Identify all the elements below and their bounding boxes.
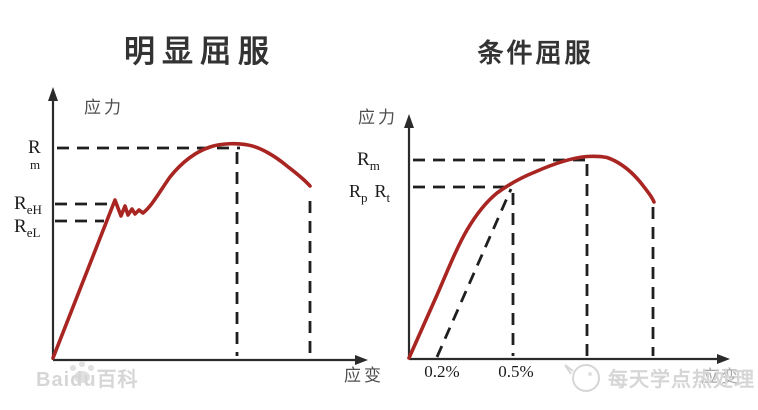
left-y-axis-arrow-icon [48,87,58,101]
left-rm-base: R [28,137,41,158]
right-rm-label: Rm [357,150,380,172]
left-reh-base: R [14,193,27,214]
right-y-axis-label: 应力 [358,108,398,127]
right-rt-sub: t [386,190,391,205]
right-rt-base: R [374,181,387,201]
right-rm-sub: m [369,158,380,173]
left-chart-title: 明显屈服 [124,34,276,69]
left-rel-label: ReL [14,217,40,239]
left-reh-sub: eH [26,202,42,217]
left-stress-strain-curve [53,144,310,358]
right-rp-base: R [349,181,362,201]
right-rp-sub: p [361,190,368,205]
left-reh-label: ReH [14,194,42,216]
left-rm-label: R m [28,138,41,171]
left-y-axis-label: 应力 [84,98,124,117]
left-x-axis-label: 应变 [344,366,384,385]
paw-print-icon [70,361,94,383]
left-rel-sub: eL [26,225,41,240]
right-y-axis-arrow-icon [404,114,414,128]
right-offset-diagonal-dash [437,189,511,357]
right-tick-02: 0.2% [424,362,460,381]
right-stress-strain-curve [409,156,654,358]
bird-doodle-icon [565,365,599,391]
left-rm-sub: m [30,157,41,172]
watermark-heat-treatment: 每天学点热处理 [608,369,755,391]
left-rel-base: R [14,216,27,237]
watermark-baidu: Baidu百科 [36,369,139,391]
right-rm-base: R [357,149,370,170]
right-x-axis-label: 应变 [701,367,741,386]
right-chart-title: 条件屈服 [477,38,594,68]
left-x-axis-arrow-icon [355,355,368,365]
right-tick-05: 0.5% [498,362,534,381]
right-x-axis-arrow-icon [717,354,730,364]
right-rp-rt-label: Rp Rt [349,182,390,204]
